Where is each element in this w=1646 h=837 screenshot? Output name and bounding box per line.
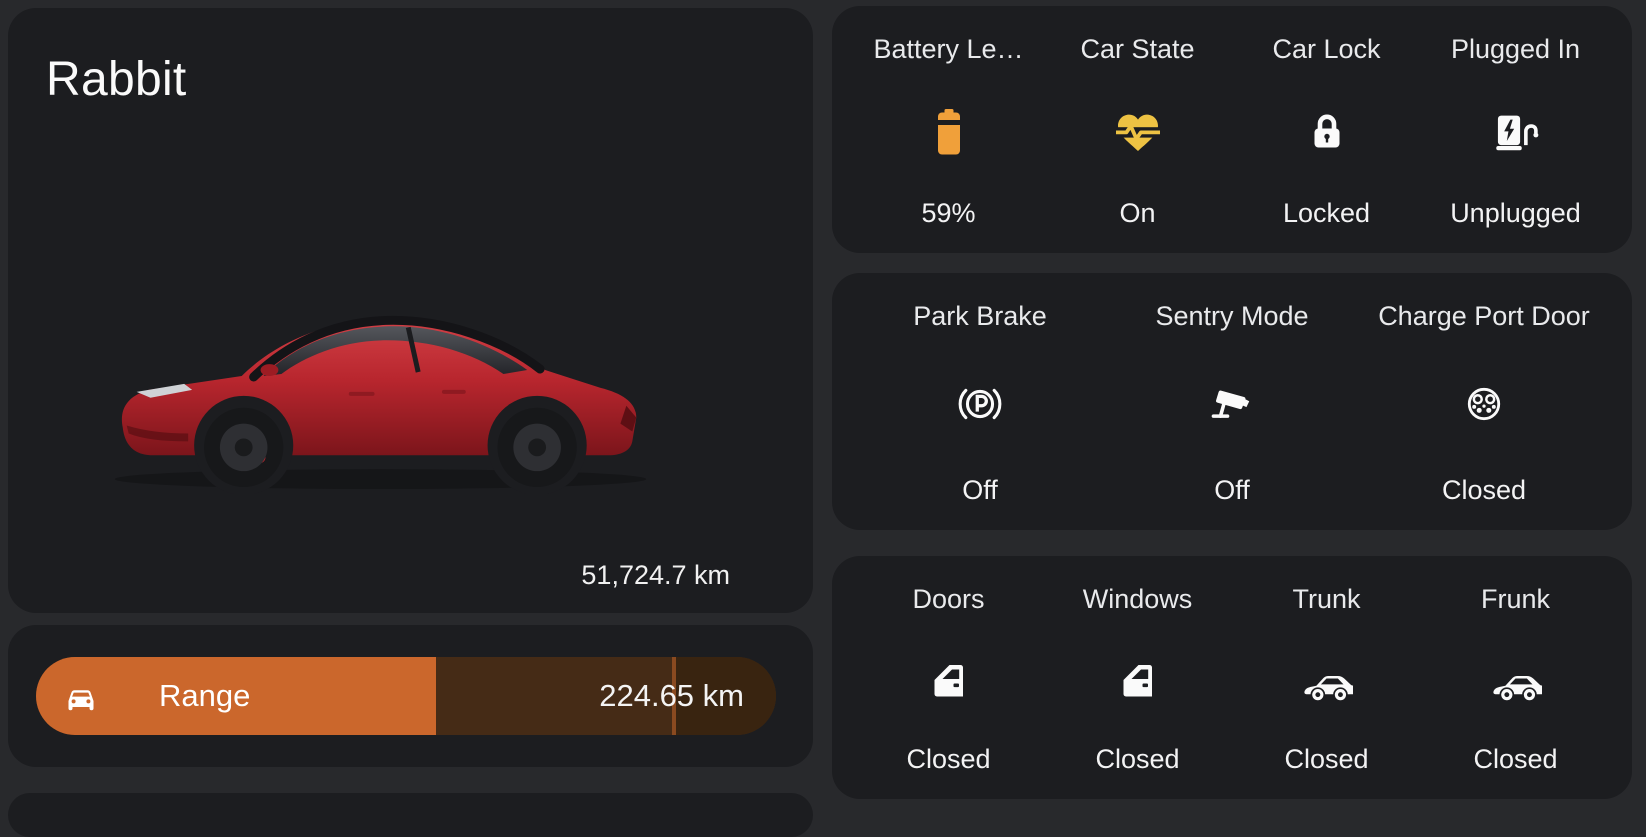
status-label: Park Brake	[913, 301, 1047, 331]
car-illustration	[114, 315, 647, 494]
left-column: Rabbit	[8, 8, 813, 837]
charge-port-icon	[1460, 332, 1508, 475]
status-label: Battery Le…	[873, 34, 1024, 64]
status-label: Car Lock	[1272, 34, 1381, 64]
range-bar-dim	[672, 657, 776, 735]
status-item-windows[interactable]: Windows Closed	[1043, 584, 1232, 775]
range-bar-marker	[672, 657, 677, 735]
status-label: Frunk	[1480, 584, 1551, 614]
status-card-power: Battery Le… 59% Car State On	[832, 6, 1632, 253]
status-value: Off	[1214, 475, 1250, 505]
status-value: 59%	[921, 198, 976, 228]
status-label: Windows	[1082, 584, 1193, 614]
status-item-car-lock[interactable]: Car Lock Locked	[1232, 34, 1421, 229]
status-label: Doors	[912, 584, 985, 614]
status-value: Locked	[1282, 198, 1371, 228]
status-item-trunk[interactable]: Trunk Closed	[1232, 584, 1421, 775]
range-bar-fill	[36, 657, 436, 735]
status-item-park-brake[interactable]: Park Brake Off	[854, 301, 1106, 506]
cctv-icon	[1209, 332, 1255, 475]
vehicle-card: Rabbit	[8, 8, 813, 613]
heart-pulse-icon	[1114, 65, 1162, 198]
status-value: Closed	[1284, 744, 1369, 774]
car-side-icon	[1301, 615, 1353, 744]
car-door-icon	[927, 615, 971, 744]
range-bar[interactable]: Range 224.65 km	[36, 657, 776, 735]
status-label: Trunk	[1292, 584, 1361, 614]
dashboard-page: { "theme": { "page_bg": "#28292c", "card…	[8, 6, 1632, 837]
range-value: 224.65 km	[599, 678, 744, 713]
range-bar-content: Range 224.65 km	[36, 657, 776, 735]
status-item-plugged-in[interactable]: Plugged In Unplugged	[1421, 34, 1610, 229]
odometer-value: 51,724.7 km	[581, 560, 730, 590]
status-card-safety: Park Brake Off Sentry Mode	[832, 273, 1632, 530]
status-label: Plugged In	[1450, 34, 1581, 64]
status-item-frunk[interactable]: Frunk Closed	[1421, 584, 1610, 775]
battery-icon	[933, 65, 965, 198]
status-label: Car State	[1080, 34, 1195, 64]
range-card: Range 224.65 km	[8, 625, 813, 767]
car-side-icon	[1490, 615, 1542, 744]
status-card-openings: Doors Closed Windows Closed	[832, 556, 1632, 799]
status-label: Charge Port Door	[1378, 301, 1590, 331]
status-value: Off	[962, 475, 998, 505]
range-label: Range	[159, 678, 251, 713]
status-value: On	[1119, 198, 1156, 228]
status-value: Closed	[1095, 744, 1180, 774]
lock-icon	[1305, 65, 1349, 198]
status-label: Sentry Mode	[1155, 301, 1309, 331]
next-row-card-peek	[8, 793, 813, 837]
status-value: Closed	[906, 744, 991, 774]
car-front-icon	[68, 690, 94, 711]
status-item-car-state[interactable]: Car State On	[1043, 34, 1232, 229]
status-item-charge-port-door[interactable]: Charge Port Door Closed	[1358, 301, 1610, 506]
right-column: Battery Le… 59% Car State On	[832, 6, 1632, 799]
status-value: Unplugged	[1450, 198, 1581, 228]
status-item-sentry-mode[interactable]: Sentry Mode Off	[1106, 301, 1358, 506]
car-door-icon	[1116, 615, 1160, 744]
vehicle-image	[93, 256, 668, 494]
ev-station-icon	[1493, 65, 1539, 198]
park-brake-icon	[956, 332, 1004, 475]
vehicle-name: Rabbit	[46, 53, 187, 106]
status-value: Closed	[1473, 744, 1558, 774]
status-item-doors[interactable]: Doors Closed	[854, 584, 1043, 775]
status-value: Closed	[1441, 475, 1527, 505]
status-item-battery-level[interactable]: Battery Le… 59%	[854, 34, 1043, 229]
